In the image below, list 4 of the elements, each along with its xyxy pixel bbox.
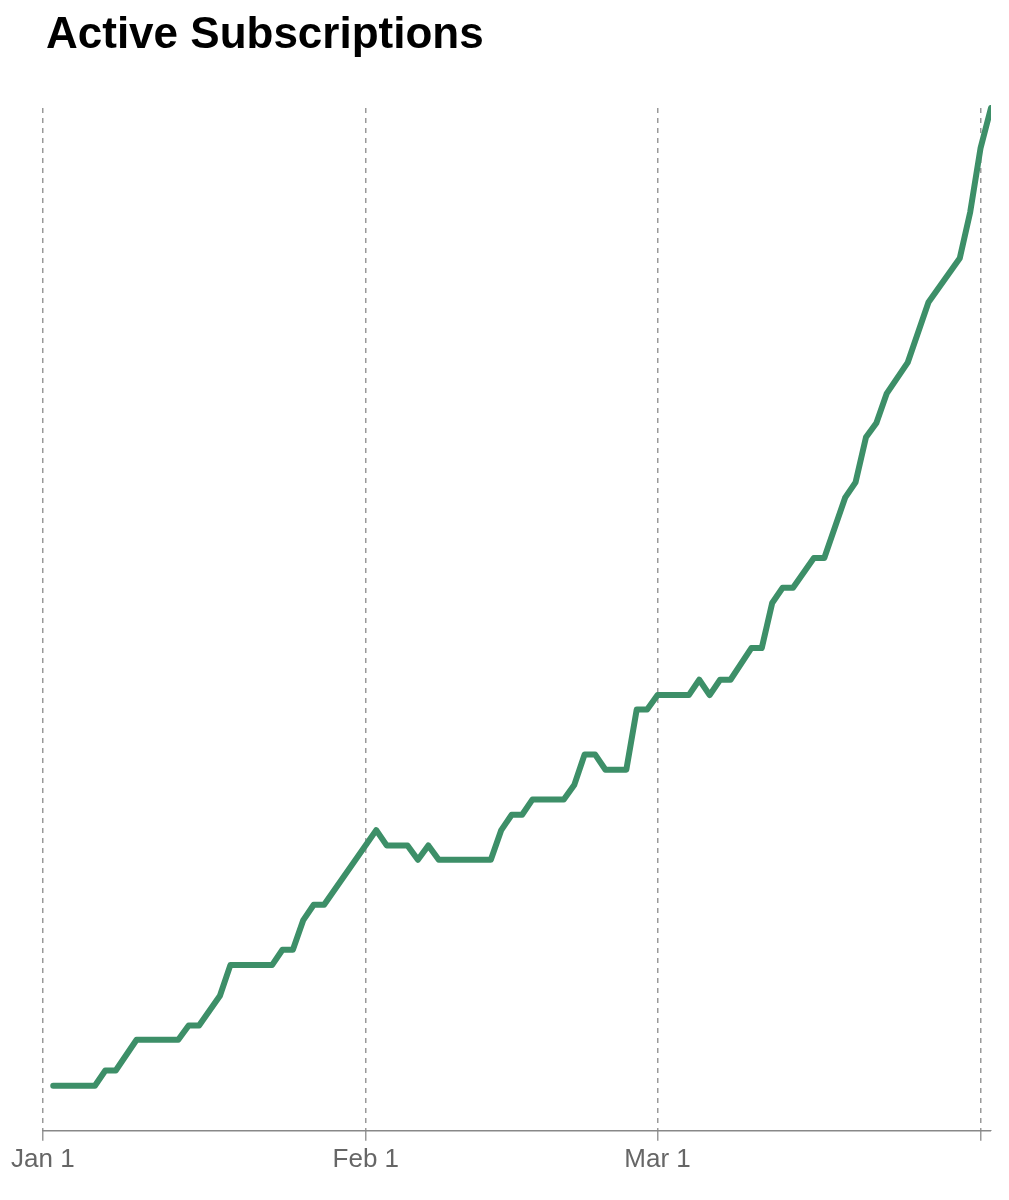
x-tick-label: Feb 1 (332, 1142, 400, 1173)
x-tick-label: Jan 1 (11, 1142, 75, 1173)
x-tick-label: Mar 1 (624, 1142, 691, 1173)
chart-title: Active Subscriptions (46, 8, 485, 58)
